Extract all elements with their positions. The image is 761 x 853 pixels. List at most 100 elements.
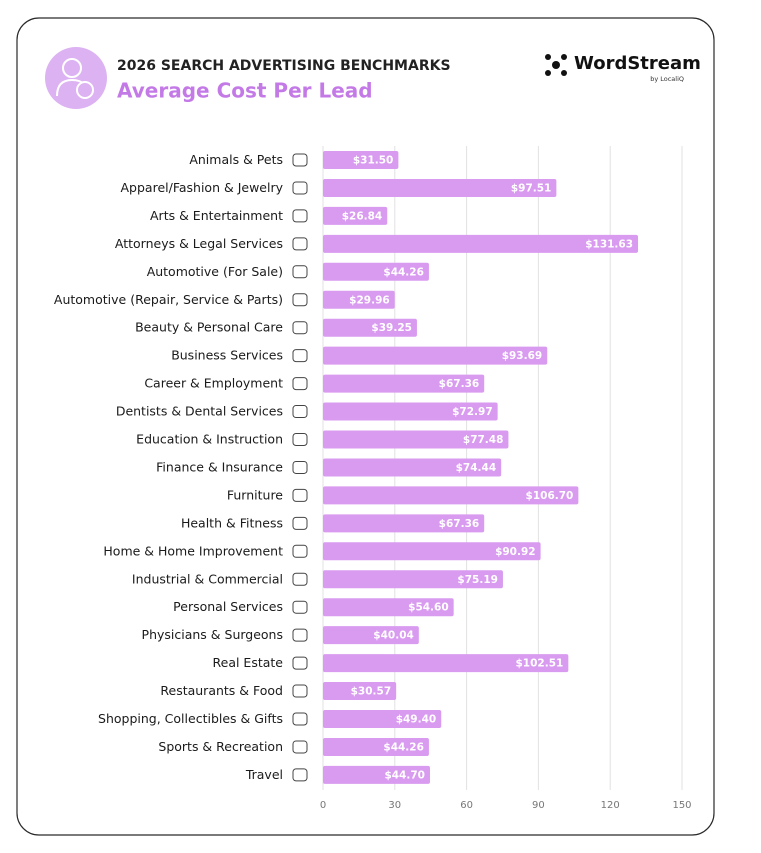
category-icon (292, 293, 308, 307)
value-label: $93.69 (502, 350, 543, 362)
value-label: $131.63 (585, 238, 633, 250)
value-label: $30.57 (351, 686, 392, 698)
category-icon (292, 265, 308, 279)
bar (323, 151, 399, 169)
category-icon (292, 768, 308, 782)
category-label: Furniture (227, 487, 283, 502)
value-label: $39.25 (371, 322, 412, 334)
value-label: $90.92 (495, 546, 536, 558)
category-icon (292, 656, 308, 670)
card (16, 17, 715, 836)
value-label: $44.26 (383, 741, 424, 753)
category-label: Apparel/Fashion & Jewelry (121, 180, 284, 195)
category-label: Sports & Recreation (158, 739, 283, 754)
bar (323, 710, 442, 728)
category-label: Education & Instruction (136, 432, 283, 447)
category-label: Finance & Insurance (156, 459, 283, 474)
bar (323, 402, 498, 421)
bar (323, 430, 509, 449)
value-label: $67.36 (439, 518, 480, 530)
value-label: $49.40 (396, 714, 437, 726)
category-icon (292, 181, 308, 195)
category-icon (292, 600, 308, 614)
bar (323, 290, 395, 309)
category-icon (292, 740, 308, 754)
category-label: Travel (245, 767, 283, 782)
category-label: Shopping, Collectibles & Gifts (98, 711, 283, 726)
bar (323, 598, 454, 617)
category-icon (292, 684, 308, 698)
value-label: $31.50 (353, 155, 394, 167)
bar (323, 206, 388, 225)
category-label: Automotive (For Sale) (147, 264, 283, 279)
chart-title: 2026 SEARCH ADVERTISING BENCHMARKS (117, 58, 451, 74)
bar (323, 234, 639, 253)
category-label: Health & Fitness (181, 515, 283, 530)
bar (323, 682, 397, 701)
category-icon (292, 572, 308, 586)
category-label: Career & Employment (144, 376, 283, 391)
category-icon (292, 712, 308, 726)
category-label: Animals & Pets (189, 152, 283, 167)
category-label: Personal Services (173, 599, 283, 614)
bar (323, 318, 417, 337)
category-label: Restaurants & Food (160, 683, 283, 698)
category-label: Business Services (171, 348, 283, 363)
bar (323, 262, 429, 281)
category-icon (292, 377, 308, 391)
value-label: $26.84 (342, 210, 383, 222)
x-tick-label: 150 (672, 800, 691, 811)
category-icon (292, 237, 308, 251)
bar (323, 514, 485, 533)
value-label: $72.97 (452, 406, 493, 418)
category-icon (292, 516, 308, 530)
category-label: Beauty & Personal Care (135, 320, 283, 335)
value-label: $75.19 (457, 574, 498, 586)
x-tick-label: 30 (388, 800, 401, 811)
chart-subtitle: Average Cost Per Lead (117, 79, 373, 103)
logo-byline: by LocaliQ (650, 75, 684, 83)
value-label: $44.26 (383, 266, 424, 278)
x-tick-label: 120 (601, 800, 620, 811)
category-icon (292, 433, 308, 446)
value-label: $77.48 (463, 434, 504, 446)
value-label: $102.51 (516, 658, 564, 670)
category-icon (292, 405, 308, 419)
bar (323, 346, 548, 365)
value-label: $44.70 (384, 769, 425, 781)
value-label: $54.60 (408, 602, 449, 614)
category-label: Attorneys & Legal Services (115, 236, 283, 251)
category-label: Real Estate (213, 655, 284, 670)
category-label: Physicians & Surgeons (142, 627, 283, 642)
category-icon (292, 209, 308, 223)
value-label: $74.44 (456, 462, 497, 474)
bar (323, 458, 502, 477)
bar (323, 542, 541, 561)
x-tick-label: 90 (532, 800, 545, 811)
category-label: Industrial & Commercial (132, 571, 283, 586)
bar (323, 626, 419, 645)
category-label: Home & Home Improvement (103, 543, 283, 558)
category-icon (292, 488, 308, 502)
category-icon (292, 460, 308, 474)
logo-mark (545, 54, 567, 76)
category-label: Arts & Entertainment (150, 208, 283, 223)
value-label: $106.70 (526, 490, 574, 502)
category-icon (292, 349, 308, 363)
bar (323, 570, 503, 589)
category-label: Automotive (Repair, Service & Parts) (54, 292, 283, 307)
bar (323, 654, 569, 673)
logo-name: WordStream (574, 53, 701, 74)
category-label: Dentists & Dental Services (116, 404, 283, 419)
x-tick-label: 60 (460, 800, 473, 811)
x-tick-label: 0 (320, 800, 326, 811)
value-label: $67.36 (439, 378, 480, 390)
value-label: $29.96 (349, 294, 390, 306)
bar (323, 765, 430, 784)
value-label: $40.04 (373, 630, 414, 642)
header-icon (45, 47, 107, 109)
bar (323, 374, 485, 393)
bar (323, 486, 579, 505)
category-icon (292, 628, 308, 642)
